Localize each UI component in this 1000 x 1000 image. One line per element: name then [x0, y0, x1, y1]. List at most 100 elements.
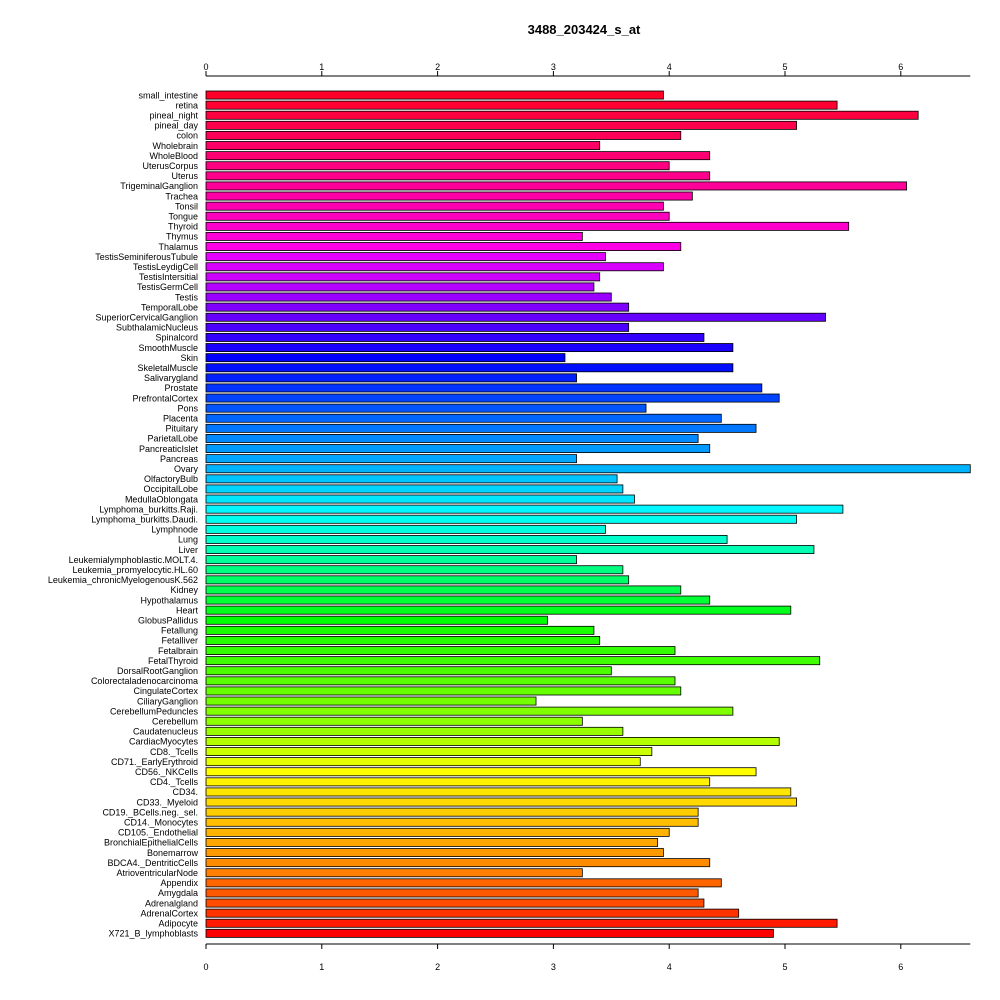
category-label: Ovary	[174, 464, 199, 474]
x-axis-top: 0 1 2 3 4 5 6	[203, 62, 971, 77]
bar	[205, 716, 583, 726]
bar	[205, 464, 971, 474]
category-label: Lung	[178, 535, 198, 545]
bar	[205, 444, 711, 454]
category-label: ParietalLobe	[147, 434, 198, 444]
bar	[205, 423, 757, 433]
category-label: FetalThyroid	[148, 656, 198, 666]
bar	[205, 433, 699, 443]
category-label: SkeletalMuscle	[137, 363, 198, 373]
bar	[205, 393, 780, 403]
bar	[205, 343, 734, 353]
category-label: CardiacMyocytes	[129, 737, 199, 747]
category-label: OccipitalLobe	[143, 484, 198, 494]
bar	[205, 403, 647, 413]
category-label: Leukemia_promyelocytic.HL.60	[72, 565, 198, 575]
bar	[205, 575, 630, 585]
bar	[205, 524, 606, 534]
bar	[205, 302, 630, 312]
category-label: Thyroid	[168, 222, 198, 232]
bar	[205, 696, 537, 706]
category-label: Heart	[176, 605, 199, 615]
bar	[205, 322, 630, 332]
category-label: X721_B_lymphoblasts	[108, 929, 198, 939]
category-label: Leukemialymphoblastic.MOLT.4.	[69, 555, 198, 565]
bar	[205, 201, 664, 211]
bar	[205, 535, 728, 544]
bar	[205, 898, 705, 908]
category-label: Lymphnode	[151, 525, 198, 535]
bar	[205, 373, 577, 383]
bar	[205, 787, 792, 797]
bar	[205, 858, 711, 868]
category-label: SmoothMuscle	[138, 343, 198, 353]
category-label: CD56._NKCells	[135, 767, 199, 777]
category-label: Fetalbrain	[158, 646, 198, 656]
bar	[205, 191, 693, 201]
category-label: pineal_day	[154, 121, 198, 131]
bar	[205, 888, 699, 898]
bar	[205, 565, 624, 575]
category-label: Pons	[177, 403, 198, 413]
bar	[205, 100, 838, 110]
tick-label-top: 1	[319, 62, 324, 72]
bar	[205, 555, 577, 565]
bars-group	[205, 90, 971, 938]
tick-label-bottom: 4	[667, 962, 672, 972]
bar	[205, 686, 682, 696]
category-label: UterusCorpus	[142, 161, 198, 171]
category-label: MedullaOblongata	[125, 494, 198, 504]
category-label: CD8._Tcells	[150, 747, 199, 757]
category-label: Salivarygland	[144, 373, 198, 383]
bar	[205, 706, 734, 716]
category-label: Tonsil	[175, 201, 198, 211]
bar	[205, 666, 612, 676]
category-label: TestisLeydigCell	[133, 262, 198, 272]
category-label: Pancreas	[160, 454, 199, 464]
category-label: AdrenalCortex	[140, 908, 198, 918]
bar	[205, 181, 907, 191]
bar	[205, 292, 612, 302]
category-label: Lymphoma_burkitts.Raji.	[99, 504, 198, 514]
bar	[205, 747, 653, 757]
bar	[205, 676, 676, 686]
bar	[205, 737, 780, 746]
category-label: PrefrontalCortex	[132, 393, 198, 403]
bar	[205, 454, 577, 464]
bar	[205, 656, 821, 666]
bar	[205, 494, 635, 504]
bar	[205, 353, 566, 363]
category-label: Caudatenucleus	[133, 727, 199, 737]
bar	[205, 171, 711, 181]
category-label: CD19._BCells.neg._sel.	[102, 807, 198, 817]
bar	[205, 827, 670, 837]
tick-label-top: 6	[898, 62, 903, 72]
category-label: Skin	[180, 353, 198, 363]
category-label: Colorectaladenocarcinoma	[91, 676, 198, 686]
category-label: TestisIntersitial	[139, 272, 198, 282]
category-label: Adrenalgland	[145, 898, 198, 908]
bar	[205, 918, 838, 928]
bar	[205, 636, 601, 645]
category-label: TrigeminalGanglion	[120, 181, 198, 191]
bar	[205, 868, 583, 878]
bar	[205, 646, 676, 656]
bar	[205, 767, 757, 777]
category-label: Trachea	[165, 191, 198, 201]
category-label: Bonemarrow	[147, 848, 199, 858]
category-label: Wholebrain	[152, 141, 198, 151]
category-label: CD105._Endothelial	[118, 828, 198, 838]
category-label: CD33._Myeloid	[136, 797, 198, 807]
tick-label-bottom: 1	[319, 962, 324, 972]
category-label: small_intestine	[138, 90, 198, 100]
category-label: Thalamus	[158, 242, 198, 252]
bar	[205, 211, 670, 221]
category-label: CiliaryGanglion	[137, 696, 198, 706]
category-label: retina	[175, 100, 198, 110]
category-label: Tongue	[168, 212, 198, 222]
bar	[205, 605, 792, 615]
bar	[205, 777, 711, 787]
bar	[205, 383, 763, 393]
bar	[205, 363, 734, 373]
